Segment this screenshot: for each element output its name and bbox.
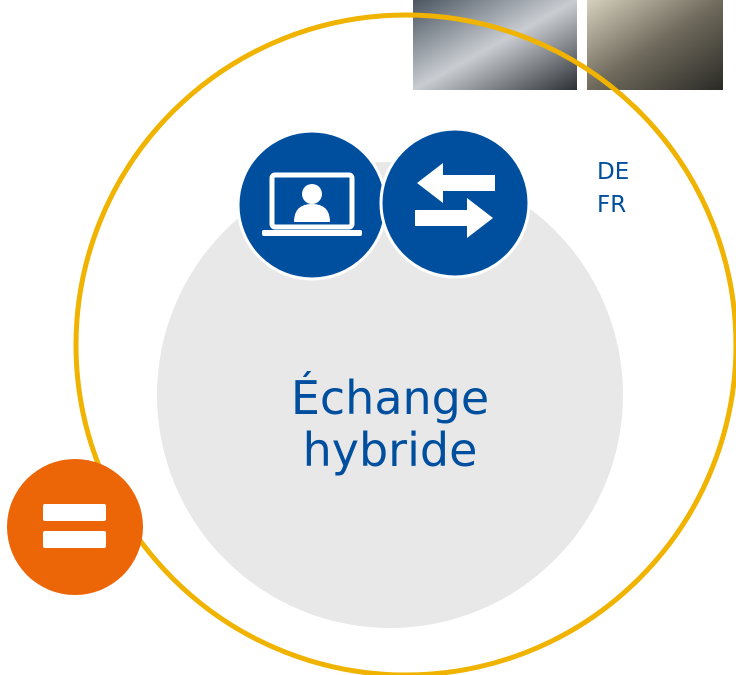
heading-line: hybride: [303, 423, 478, 477]
photo-office: [413, 0, 577, 90]
hybrid-exchange-graphic: DE FR Échange hybride: [0, 0, 736, 675]
equals-icon: [7, 459, 143, 595]
language-link[interactable]: FR: [597, 192, 626, 218]
page: DE FR Échange hybride (() => { const dat…: [0, 0, 736, 675]
heading-line: Échange: [291, 371, 489, 425]
video-icon: [238, 131, 386, 279]
photo-engine: [587, 0, 723, 90]
language-link[interactable]: DE: [597, 159, 629, 185]
exchange-icon: [381, 129, 529, 277]
